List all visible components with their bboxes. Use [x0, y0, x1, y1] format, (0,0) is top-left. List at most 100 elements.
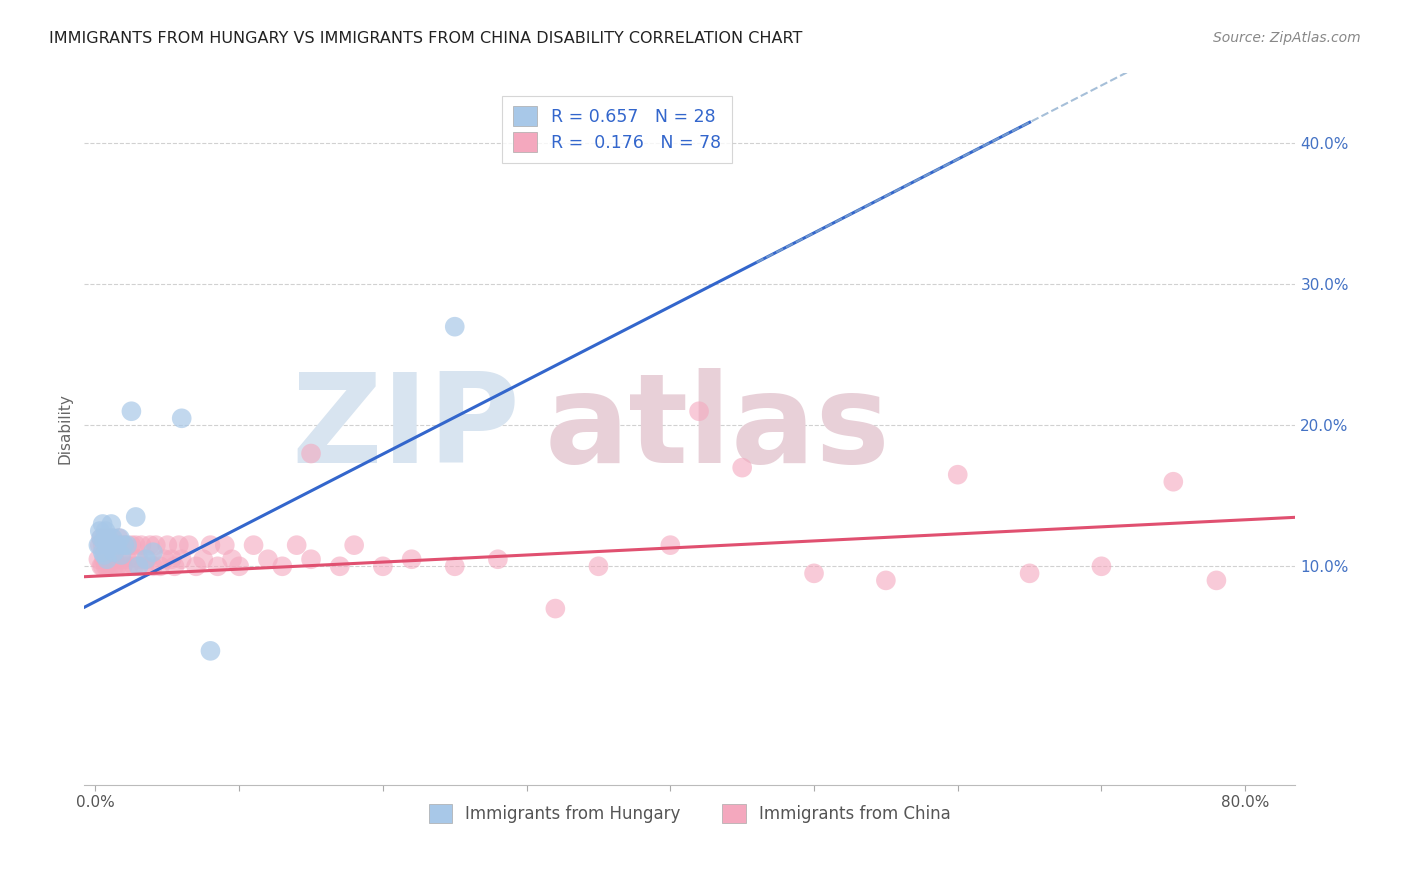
Point: [111, 559, 134, 574]
Point: [544, 601, 567, 615]
Point: [200, 538, 222, 552]
Point: [136, 552, 159, 566]
Point: [103, 545, 125, 559]
Point: [163, 559, 186, 574]
Point: [110, 552, 132, 566]
Point: [93, 533, 115, 548]
Point: [1090, 559, 1112, 574]
Text: atlas: atlas: [544, 368, 890, 490]
Point: [271, 559, 294, 574]
Point: [105, 538, 128, 552]
Point: [112, 538, 135, 552]
Point: [96, 538, 118, 552]
Point: [329, 559, 352, 574]
Point: [91, 545, 114, 559]
Point: [443, 559, 465, 574]
Point: [93, 552, 115, 566]
Point: [160, 552, 183, 566]
Point: [98, 538, 121, 552]
Point: [98, 559, 121, 574]
Point: [107, 531, 129, 545]
Point: [588, 559, 610, 574]
Point: [131, 538, 153, 552]
Point: [946, 467, 969, 482]
Y-axis label: Disability: Disability: [58, 393, 72, 465]
Text: ZIP: ZIP: [291, 368, 520, 490]
Point: [90, 531, 112, 545]
Point: [149, 559, 172, 574]
Point: [124, 559, 146, 574]
Point: [117, 559, 139, 574]
Point: [98, 538, 121, 552]
Point: [87, 552, 110, 566]
Point: [94, 524, 117, 538]
Point: [94, 559, 117, 574]
Point: [167, 538, 190, 552]
Point: [156, 538, 179, 552]
Point: [128, 552, 150, 566]
Point: [486, 552, 509, 566]
Point: [91, 516, 114, 531]
Point: [115, 538, 138, 552]
Point: [135, 552, 157, 566]
Point: [228, 559, 250, 574]
Point: [93, 531, 115, 545]
Legend: Immigrants from Hungary, Immigrants from China: Immigrants from Hungary, Immigrants from…: [422, 797, 957, 830]
Point: [170, 411, 193, 425]
Point: [285, 538, 308, 552]
Point: [97, 531, 120, 545]
Point: [128, 559, 150, 574]
Point: [1018, 566, 1040, 581]
Point: [803, 566, 825, 581]
Point: [89, 524, 111, 538]
Point: [214, 538, 236, 552]
Point: [242, 538, 264, 552]
Point: [101, 531, 124, 545]
Point: [90, 559, 112, 574]
Point: [731, 460, 754, 475]
Point: [93, 548, 115, 562]
Point: [90, 531, 112, 545]
Point: [103, 552, 125, 566]
Point: [120, 538, 142, 552]
Point: [134, 559, 156, 574]
Point: [299, 446, 322, 460]
Point: [112, 538, 135, 552]
Point: [105, 559, 128, 574]
Point: [96, 538, 118, 552]
Point: [89, 538, 111, 552]
Point: [110, 548, 132, 562]
Point: [371, 559, 394, 574]
Point: [299, 552, 322, 566]
Point: [1205, 574, 1227, 588]
Point: [142, 559, 165, 574]
Point: [87, 538, 110, 552]
Point: [125, 510, 148, 524]
Point: [97, 552, 120, 566]
Point: [94, 545, 117, 559]
Point: [108, 531, 131, 545]
Point: [207, 559, 229, 574]
Text: IMMIGRANTS FROM HUNGARY VS IMMIGRANTS FROM CHINA DISABILITY CORRELATION CHART: IMMIGRANTS FROM HUNGARY VS IMMIGRANTS FR…: [49, 31, 803, 46]
Point: [125, 538, 148, 552]
Point: [101, 538, 124, 552]
Point: [343, 538, 366, 552]
Point: [96, 552, 118, 566]
Point: [97, 531, 120, 545]
Point: [170, 552, 193, 566]
Point: [108, 538, 131, 552]
Point: [96, 559, 118, 574]
Point: [100, 516, 122, 531]
Point: [221, 552, 243, 566]
Point: [401, 552, 423, 566]
Point: [659, 538, 682, 552]
Point: [443, 319, 465, 334]
Point: [142, 545, 165, 559]
Point: [91, 559, 114, 574]
Point: [688, 404, 710, 418]
Point: [115, 552, 138, 566]
Point: [875, 574, 897, 588]
Point: [145, 538, 167, 552]
Point: [193, 552, 215, 566]
Point: [91, 538, 114, 552]
